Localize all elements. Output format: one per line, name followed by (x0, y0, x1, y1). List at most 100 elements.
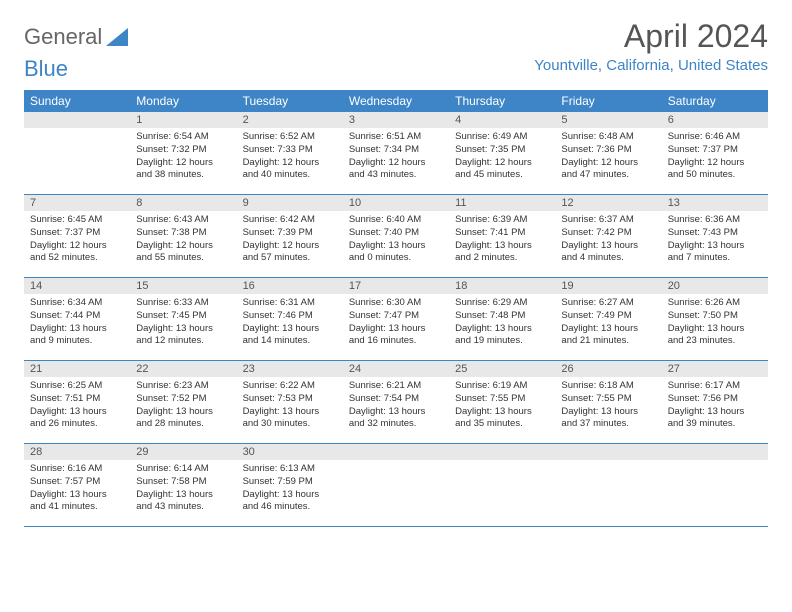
sunset-text: Sunset: 7:56 PM (668, 393, 762, 406)
day-number: 17 (343, 278, 449, 294)
day-cell: 25Sunrise: 6:19 AMSunset: 7:55 PMDayligh… (449, 361, 555, 443)
sunset-text: Sunset: 7:42 PM (561, 227, 655, 240)
sunset-text: Sunset: 7:41 PM (455, 227, 549, 240)
day-details: Sunrise: 6:30 AMSunset: 7:47 PMDaylight:… (343, 294, 449, 354)
day-cell: 21Sunrise: 6:25 AMSunset: 7:51 PMDayligh… (24, 361, 130, 443)
day-details: Sunrise: 6:46 AMSunset: 7:37 PMDaylight:… (662, 128, 768, 188)
day-cell (449, 444, 555, 526)
day-cell: 13Sunrise: 6:36 AMSunset: 7:43 PMDayligh… (662, 195, 768, 277)
sunrise-text: Sunrise: 6:42 AM (243, 214, 337, 227)
daylight2-text: and 32 minutes. (349, 418, 443, 431)
day-cell: 18Sunrise: 6:29 AMSunset: 7:48 PMDayligh… (449, 278, 555, 360)
day-number: 18 (449, 278, 555, 294)
day-number: 2 (237, 112, 343, 128)
sunrise-text: Sunrise: 6:18 AM (561, 380, 655, 393)
daylight1-text: Daylight: 13 hours (455, 406, 549, 419)
sunset-text: Sunset: 7:53 PM (243, 393, 337, 406)
daylight1-text: Daylight: 13 hours (136, 406, 230, 419)
day-number: 27 (662, 361, 768, 377)
daylight2-text: and 12 minutes. (136, 335, 230, 348)
day-number: 10 (343, 195, 449, 211)
day-details: Sunrise: 6:19 AMSunset: 7:55 PMDaylight:… (449, 377, 555, 437)
daylight1-text: Daylight: 12 hours (455, 157, 549, 170)
sunset-text: Sunset: 7:36 PM (561, 144, 655, 157)
sunrise-text: Sunrise: 6:30 AM (349, 297, 443, 310)
day-details: Sunrise: 6:14 AMSunset: 7:58 PMDaylight:… (130, 460, 236, 520)
day-cell: 14Sunrise: 6:34 AMSunset: 7:44 PMDayligh… (24, 278, 130, 360)
daylight2-text: and 41 minutes. (30, 501, 124, 514)
week-row: 21Sunrise: 6:25 AMSunset: 7:51 PMDayligh… (24, 361, 768, 444)
day-cell: 29Sunrise: 6:14 AMSunset: 7:58 PMDayligh… (130, 444, 236, 526)
day-details: Sunrise: 6:13 AMSunset: 7:59 PMDaylight:… (237, 460, 343, 520)
sunset-text: Sunset: 7:44 PM (30, 310, 124, 323)
day-cell: 16Sunrise: 6:31 AMSunset: 7:46 PMDayligh… (237, 278, 343, 360)
day-details: Sunrise: 6:49 AMSunset: 7:35 PMDaylight:… (449, 128, 555, 188)
week-row: 14Sunrise: 6:34 AMSunset: 7:44 PMDayligh… (24, 278, 768, 361)
daylight2-text: and 43 minutes. (136, 501, 230, 514)
day-cell: 1Sunrise: 6:54 AMSunset: 7:32 PMDaylight… (130, 112, 236, 194)
day-cell: 27Sunrise: 6:17 AMSunset: 7:56 PMDayligh… (662, 361, 768, 443)
sunrise-text: Sunrise: 6:13 AM (243, 463, 337, 476)
sunrise-text: Sunrise: 6:45 AM (30, 214, 124, 227)
daylight2-text: and 37 minutes. (561, 418, 655, 431)
day-details: Sunrise: 6:16 AMSunset: 7:57 PMDaylight:… (24, 460, 130, 520)
sunset-text: Sunset: 7:43 PM (668, 227, 762, 240)
day-details: Sunrise: 6:25 AMSunset: 7:51 PMDaylight:… (24, 377, 130, 437)
daylight2-text: and 28 minutes. (136, 418, 230, 431)
sunrise-text: Sunrise: 6:36 AM (668, 214, 762, 227)
daylight1-text: Daylight: 12 hours (136, 240, 230, 253)
daylight1-text: Daylight: 13 hours (561, 406, 655, 419)
sunrise-text: Sunrise: 6:39 AM (455, 214, 549, 227)
daylight1-text: Daylight: 13 hours (349, 323, 443, 336)
sunset-text: Sunset: 7:46 PM (243, 310, 337, 323)
day-cell: 26Sunrise: 6:18 AMSunset: 7:55 PMDayligh… (555, 361, 661, 443)
day-details: Sunrise: 6:43 AMSunset: 7:38 PMDaylight:… (130, 211, 236, 271)
daylight2-text: and 50 minutes. (668, 169, 762, 182)
day-cell: 5Sunrise: 6:48 AMSunset: 7:36 PMDaylight… (555, 112, 661, 194)
day-number: 9 (237, 195, 343, 211)
day-cell: 20Sunrise: 6:26 AMSunset: 7:50 PMDayligh… (662, 278, 768, 360)
daylight2-text: and 23 minutes. (668, 335, 762, 348)
sunrise-text: Sunrise: 6:23 AM (136, 380, 230, 393)
logo-triangle-icon (106, 28, 128, 46)
day-details: Sunrise: 6:21 AMSunset: 7:54 PMDaylight:… (343, 377, 449, 437)
day-details: Sunrise: 6:31 AMSunset: 7:46 PMDaylight:… (237, 294, 343, 354)
day-number: 20 (662, 278, 768, 294)
daylight2-text: and 19 minutes. (455, 335, 549, 348)
day-number: 11 (449, 195, 555, 211)
day-cell: 19Sunrise: 6:27 AMSunset: 7:49 PMDayligh… (555, 278, 661, 360)
daylight1-text: Daylight: 13 hours (455, 323, 549, 336)
weeks-container: 1Sunrise: 6:54 AMSunset: 7:32 PMDaylight… (24, 112, 768, 527)
daylight1-text: Daylight: 13 hours (349, 406, 443, 419)
day-cell (555, 444, 661, 526)
sunrise-text: Sunrise: 6:27 AM (561, 297, 655, 310)
day-cell: 8Sunrise: 6:43 AMSunset: 7:38 PMDaylight… (130, 195, 236, 277)
sunset-text: Sunset: 7:51 PM (30, 393, 124, 406)
day-number: 1 (130, 112, 236, 128)
day-number: 25 (449, 361, 555, 377)
week-row: 28Sunrise: 6:16 AMSunset: 7:57 PMDayligh… (24, 444, 768, 527)
daylight1-text: Daylight: 13 hours (668, 406, 762, 419)
sunrise-text: Sunrise: 6:29 AM (455, 297, 549, 310)
daylight1-text: Daylight: 12 hours (136, 157, 230, 170)
sunrise-text: Sunrise: 6:40 AM (349, 214, 443, 227)
day-number: 22 (130, 361, 236, 377)
day-number (555, 444, 661, 460)
sunrise-text: Sunrise: 6:19 AM (455, 380, 549, 393)
daylight1-text: Daylight: 13 hours (668, 240, 762, 253)
day-details: Sunrise: 6:29 AMSunset: 7:48 PMDaylight:… (449, 294, 555, 354)
sunset-text: Sunset: 7:38 PM (136, 227, 230, 240)
day-number (662, 444, 768, 460)
sunset-text: Sunset: 7:49 PM (561, 310, 655, 323)
daylight2-text: and 40 minutes. (243, 169, 337, 182)
daylight2-text: and 46 minutes. (243, 501, 337, 514)
daylight2-text: and 9 minutes. (30, 335, 124, 348)
day-details: Sunrise: 6:22 AMSunset: 7:53 PMDaylight:… (237, 377, 343, 437)
sunrise-text: Sunrise: 6:21 AM (349, 380, 443, 393)
day-details: Sunrise: 6:48 AMSunset: 7:36 PMDaylight:… (555, 128, 661, 188)
sunrise-text: Sunrise: 6:34 AM (30, 297, 124, 310)
daylight2-text: and 16 minutes. (349, 335, 443, 348)
day-details: Sunrise: 6:27 AMSunset: 7:49 PMDaylight:… (555, 294, 661, 354)
day-cell: 4Sunrise: 6:49 AMSunset: 7:35 PMDaylight… (449, 112, 555, 194)
day-number: 3 (343, 112, 449, 128)
